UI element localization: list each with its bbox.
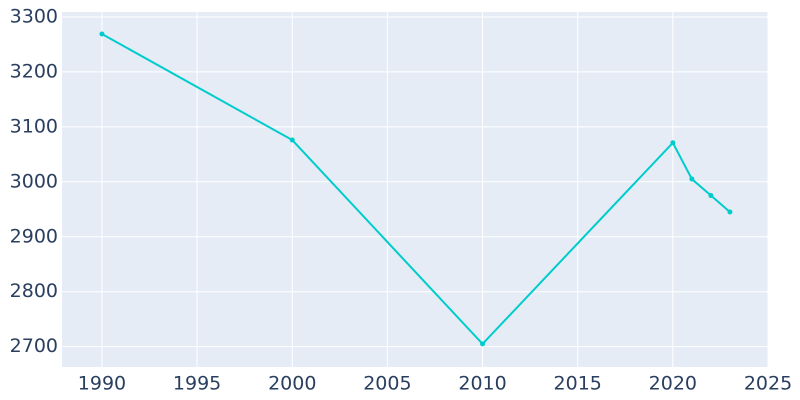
x-tick-label: 1990 [78, 373, 126, 395]
point [289, 137, 295, 143]
point [708, 193, 714, 199]
plot-area [62, 12, 768, 367]
point [689, 176, 695, 182]
x-tick-label: 2015 [554, 373, 602, 395]
x-tick-label: 2025 [744, 373, 792, 395]
x-tick-label: 2010 [458, 373, 506, 395]
x-tick-label: 2020 [649, 373, 697, 395]
y-tick-label: 2700 [10, 335, 58, 357]
y-tick-label: 3200 [10, 60, 58, 82]
point [99, 31, 105, 37]
point [670, 140, 676, 146]
point [480, 341, 486, 347]
x-tick-label: 1995 [173, 373, 221, 395]
y-tick-label: 2900 [10, 225, 58, 247]
y-tick-label: 2800 [10, 280, 58, 302]
y-tick-label: 3100 [10, 115, 58, 137]
point [727, 209, 733, 215]
y-tick-label: 3000 [10, 170, 58, 192]
x-tick-label: 2000 [268, 373, 316, 395]
y-tick-label: 3300 [10, 5, 58, 27]
x-tick-label: 2005 [363, 373, 411, 395]
